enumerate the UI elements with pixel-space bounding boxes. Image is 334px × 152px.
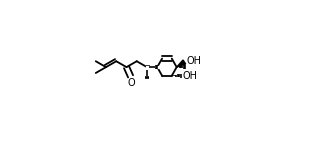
Polygon shape — [177, 60, 186, 67]
Text: OH: OH — [182, 71, 197, 81]
Text: O: O — [128, 78, 135, 88]
Text: OH: OH — [186, 56, 201, 66]
